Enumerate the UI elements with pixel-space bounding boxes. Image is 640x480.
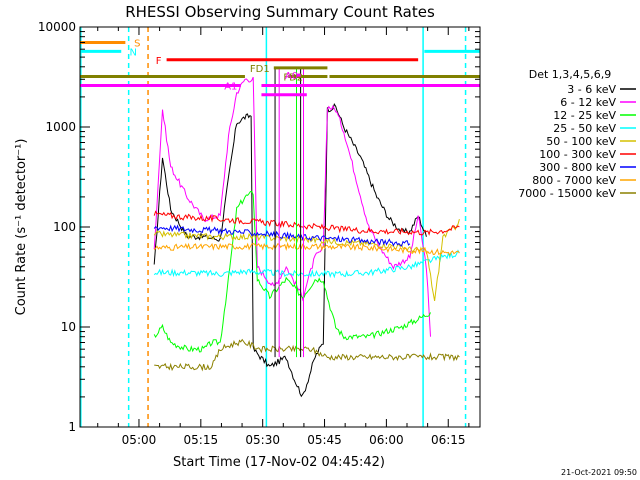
legend-entry-label: 50 - 100 keV (546, 135, 616, 148)
series-line (153, 241, 460, 257)
state-bar-label: A1 (224, 82, 237, 93)
state-bar-label: F (156, 56, 162, 67)
series-line (153, 224, 411, 247)
spike-lines (274, 66, 305, 358)
legend-entry-label: 3 - 6 keV (567, 83, 616, 96)
state-bar-label: FD1 (250, 64, 270, 75)
x-tick-label: 05:45 (307, 433, 342, 447)
x-tick-label: 05:00 (122, 433, 157, 447)
y-tick-label: 1000 (45, 120, 76, 134)
series-lines (153, 76, 460, 398)
state-bar-label: S (134, 38, 140, 49)
state-bar-label: N (129, 47, 136, 58)
series-line (154, 338, 460, 372)
x-axis-label: Start Time (17-Nov-02 04:45:42) (173, 455, 385, 470)
y-axis-label: Count Rate (s⁻¹ detector⁻¹) (14, 139, 29, 316)
legend-entry-label: 300 - 800 keV (539, 161, 616, 174)
state-bar-label: A0 (285, 71, 298, 82)
y-tick-label: 10 (61, 320, 76, 334)
chart-title: RHESSI Observing Summary Count Rates (125, 3, 435, 21)
x-tick-label: 06:00 (369, 433, 404, 447)
series-line (153, 218, 460, 301)
y-tick-label: 1 (68, 420, 76, 434)
x-tick-label: 05:15 (184, 433, 219, 447)
legend-entry-label: 800 - 7000 keV (532, 174, 616, 187)
legend-entry-label: 6 - 12 keV (560, 96, 616, 109)
x-tick-label: 05:30 (245, 433, 280, 447)
y-tick-label: 100 (53, 220, 76, 234)
series-line (153, 249, 460, 279)
footer-timestamp: 21-Oct-2021 09:50 (561, 468, 637, 477)
series-line (153, 76, 431, 337)
legend-entry-label: 7000 - 15000 keV (518, 187, 616, 200)
series-line (153, 103, 427, 398)
series-line (153, 190, 431, 353)
state-bar-label: FD2 (283, 72, 303, 83)
legend-entry-label: 100 - 300 keV (539, 148, 616, 161)
y-tick-label: 10000 (38, 20, 76, 34)
series-line (153, 210, 460, 236)
x-tick-label: 06:15 (431, 433, 466, 447)
legend-entry-label: 12 - 25 keV (553, 109, 616, 122)
axes: 05:00 05:15 05:30 05:45 06:00 06:15 1 10 100 1000… (38, 20, 480, 447)
legend-entry-label: 25 - 50 keV (553, 122, 616, 135)
legend-title: Det 1,3,4,5,6,9 (529, 68, 612, 81)
